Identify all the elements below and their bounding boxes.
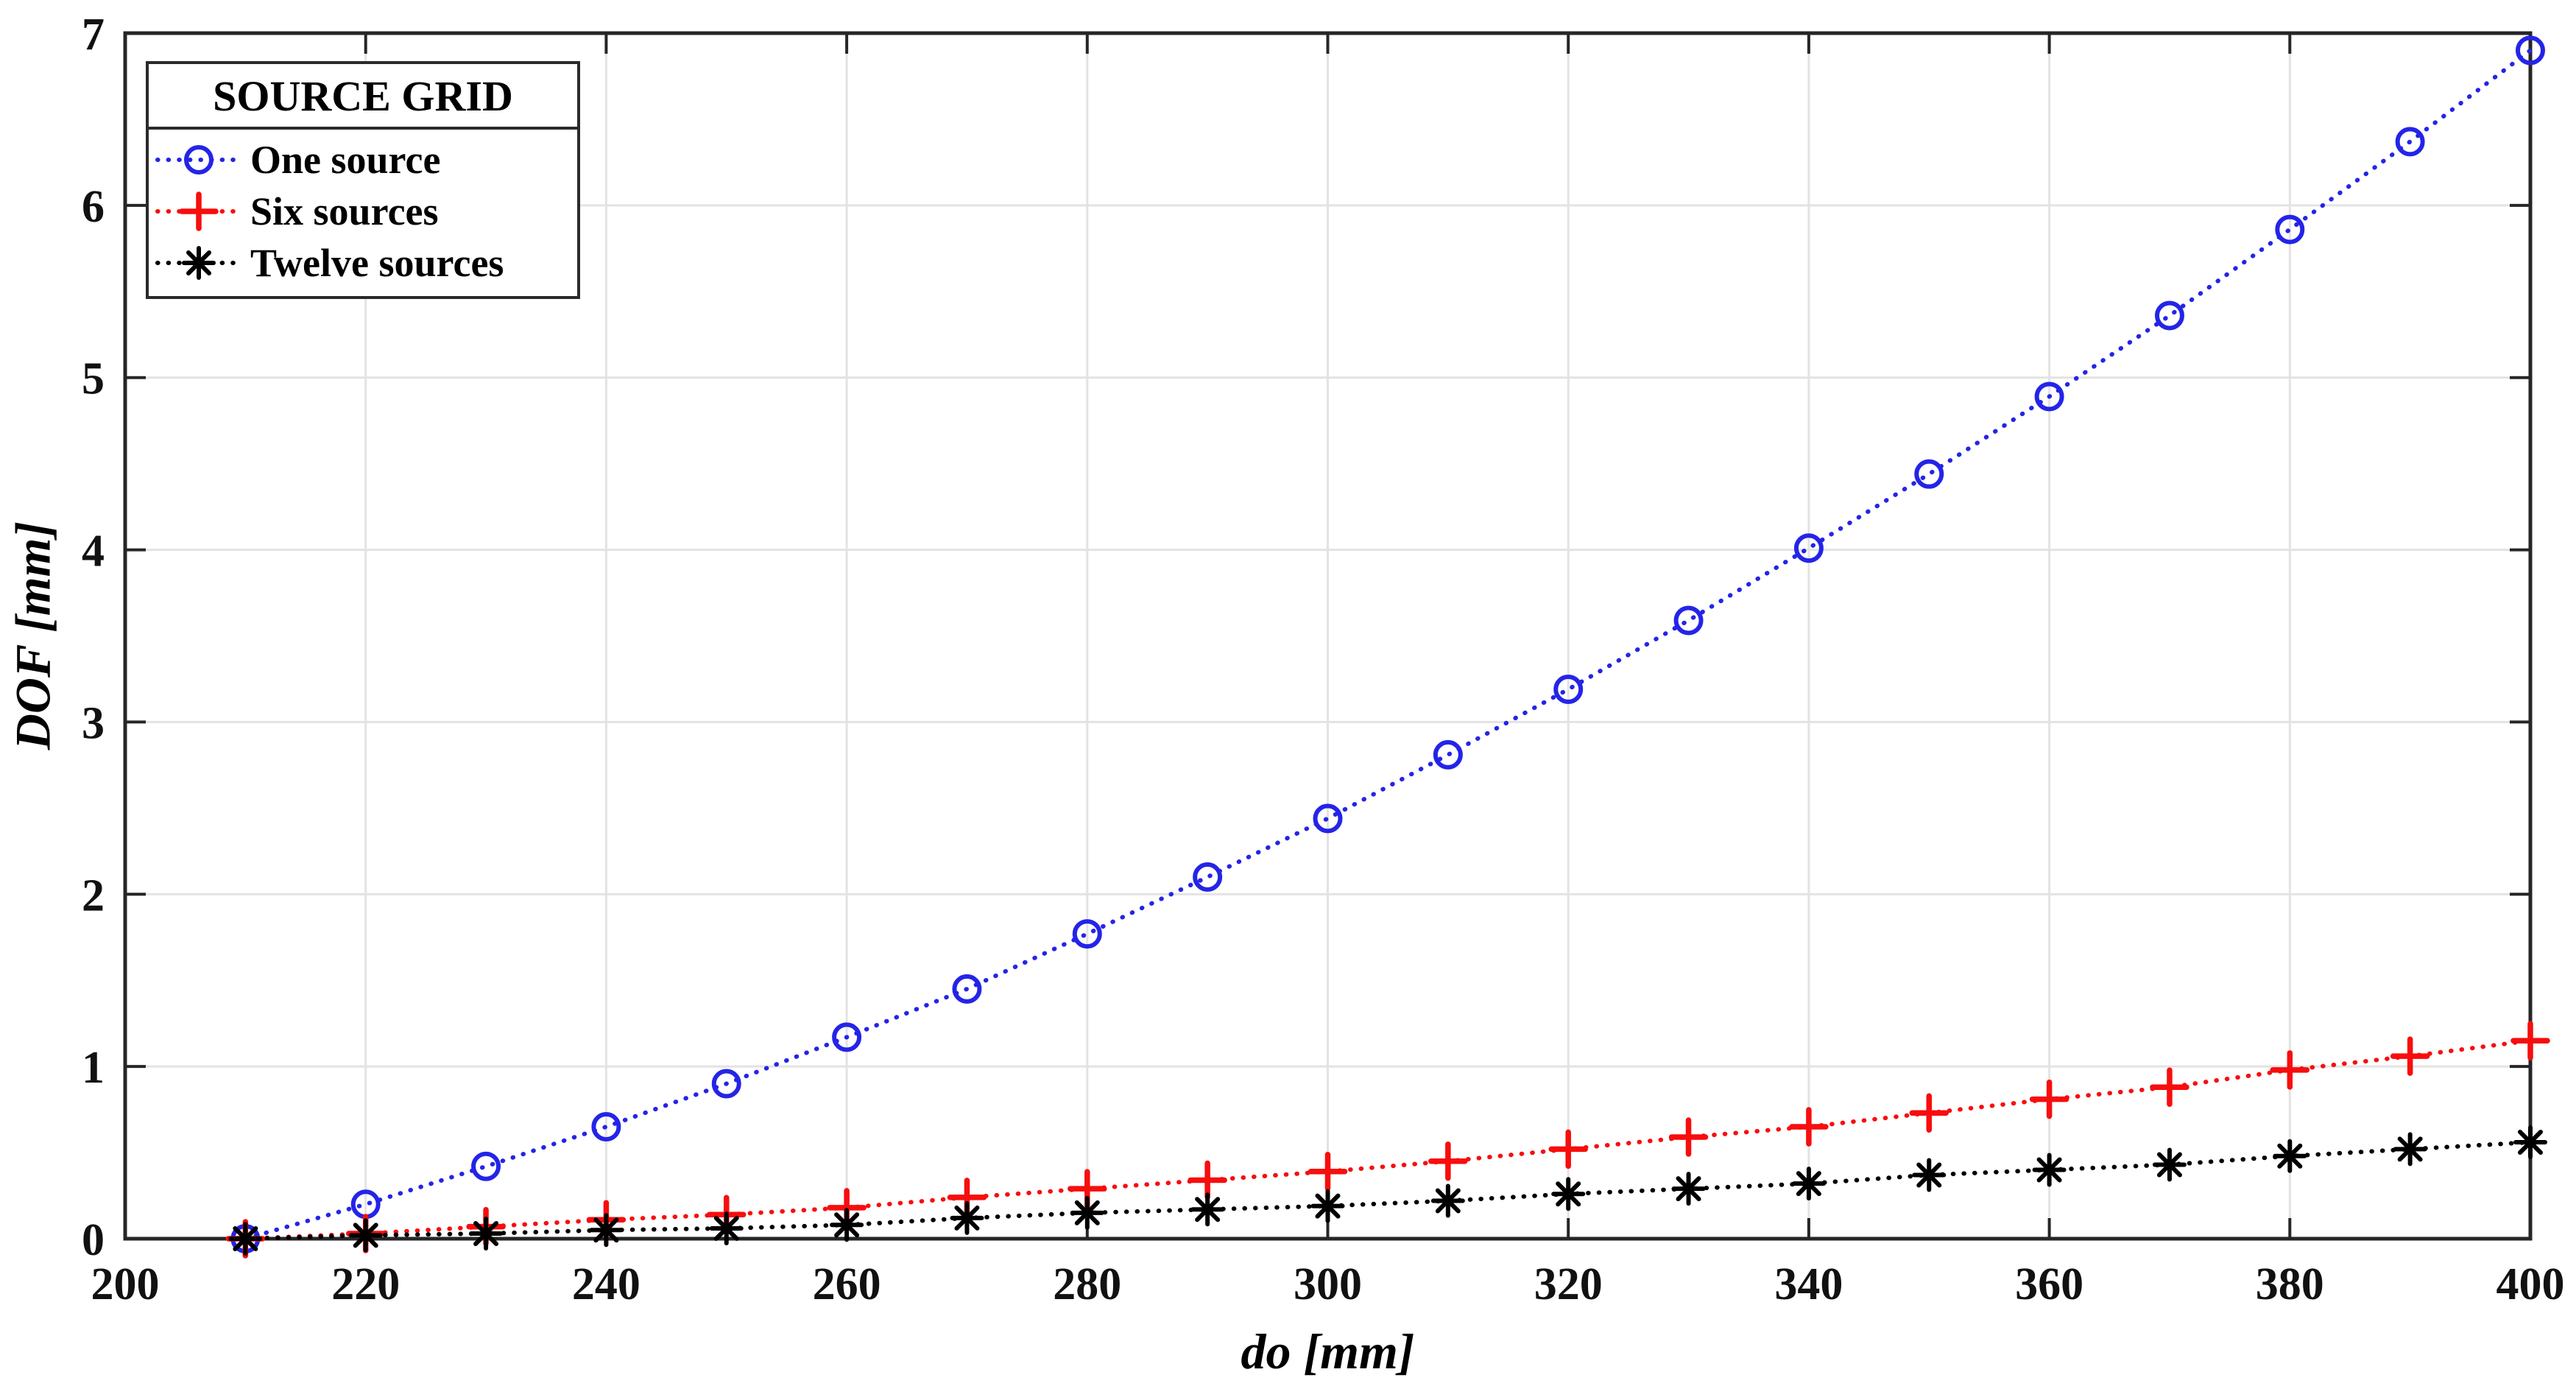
data-point-plus-marker <box>1308 1152 1348 1192</box>
data-point-asterisk-marker <box>348 1218 383 1253</box>
data-point-plus-marker <box>1548 1129 1588 1169</box>
data-point-plus-marker <box>1668 1117 1709 1157</box>
data-point-plus-marker <box>1428 1141 1468 1181</box>
x-tick-label: 400 <box>2496 1259 2565 1309</box>
series-line-twelve-sources <box>243 1140 2533 1241</box>
data-point-circle-marker <box>1072 919 1102 949</box>
x-tick-label: 300 <box>1294 1259 1362 1309</box>
series-line-one-source <box>243 48 2533 1241</box>
legend-entries: One source Six sources Twelve sources <box>149 130 577 296</box>
data-point-circle-marker <box>832 1022 862 1052</box>
data-point-circle-marker <box>2154 300 2184 331</box>
y-tick-label: 3 <box>82 698 105 748</box>
data-point-circle-marker <box>1553 674 1584 704</box>
data-point-asterisk-marker <box>469 1216 504 1250</box>
data-point-plus-marker <box>2390 1036 2430 1076</box>
data-point-plus-marker <box>1789 1107 1829 1147</box>
data-point-plus-marker <box>1909 1093 1949 1133</box>
one-source-line-marker-icon <box>155 136 243 183</box>
x-tick-label: 220 <box>331 1259 400 1309</box>
data-point-asterisk-marker <box>1430 1183 1465 1218</box>
series-six-sources <box>225 1021 2550 1259</box>
data-point-asterisk-marker <box>228 1222 263 1256</box>
legend-entry-six-sources: Six sources <box>155 186 577 237</box>
data-point-asterisk-marker <box>830 1208 864 1242</box>
data-point-asterisk-marker <box>2152 1147 2187 1182</box>
data-point-circle-marker <box>711 1069 741 1099</box>
data-point-circle-marker <box>1313 803 1343 834</box>
data-point-circle-marker <box>1793 533 1824 563</box>
data-point-asterisk-marker <box>1190 1192 1225 1227</box>
y-tick-label: 7 <box>82 10 105 60</box>
y-tick-label: 6 <box>82 182 105 232</box>
legend-marker-glyph <box>155 246 242 280</box>
data-point-asterisk-marker <box>2032 1153 2067 1187</box>
data-point-asterisk-marker <box>950 1200 984 1235</box>
data-point-circle-marker <box>2034 381 2064 412</box>
y-tick-label: 0 <box>82 1215 105 1265</box>
data-point-circle-marker <box>952 974 982 1004</box>
twelve-sources-line-marker-icon <box>155 239 243 286</box>
x-tick-label: 380 <box>2256 1259 2324 1309</box>
series-line-six-sources <box>243 1038 2533 1241</box>
series-twelve-sources <box>228 1125 2547 1256</box>
data-point-circle-marker <box>1914 459 1944 489</box>
data-point-asterisk-marker <box>1310 1189 1345 1223</box>
legend-entry-label: Six sources <box>250 189 439 233</box>
data-point-circle-marker <box>1673 605 1704 636</box>
data-point-plus-marker <box>2150 1067 2189 1107</box>
y-tick-label: 5 <box>82 354 105 404</box>
data-point-asterisk-marker <box>1671 1172 1706 1206</box>
data-point-asterisk-marker <box>2273 1139 2307 1173</box>
legend-entry-label: Twelve sources <box>250 241 504 285</box>
x-tick-label: 200 <box>91 1259 160 1309</box>
data-point-asterisk-marker <box>1070 1195 1104 1230</box>
data-point-asterisk-marker <box>1791 1167 1826 1201</box>
data-point-circle-marker <box>591 1111 621 1141</box>
y-axis-label: DOF [mm] <box>4 521 61 750</box>
data-point-asterisk-marker <box>2393 1132 2427 1167</box>
data-point-asterisk-marker <box>589 1213 624 1248</box>
data-point-asterisk-marker <box>2513 1125 2547 1160</box>
legend-marker-glyph <box>155 191 242 231</box>
y-tick-label: 2 <box>82 870 105 921</box>
data-point-plus-marker <box>2270 1050 2310 1090</box>
y-tick-label: 4 <box>82 527 105 577</box>
data-point-circle-marker <box>2275 214 2305 245</box>
data-point-circle-marker <box>2395 127 2425 157</box>
data-point-asterisk-marker <box>1912 1158 1947 1192</box>
legend-entry-one-source: One source <box>155 134 577 186</box>
legend-entry-label: One source <box>250 138 441 182</box>
legend-marker-glyph <box>155 145 242 175</box>
data-point-asterisk-marker <box>709 1211 744 1245</box>
x-tick-label: 240 <box>572 1259 641 1309</box>
x-tick-label: 340 <box>1774 1259 1843 1309</box>
six-sources-line-marker-icon <box>155 188 243 235</box>
x-tick-label: 320 <box>1534 1259 1603 1309</box>
x-tick-label: 260 <box>813 1259 881 1309</box>
data-point-circle-marker <box>471 1151 501 1181</box>
legend-title: SOURCE GRID <box>149 64 577 130</box>
series-one-source <box>230 35 2545 1253</box>
data-point-circle-marker <box>2516 35 2545 66</box>
data-point-asterisk-marker <box>1551 1177 1586 1211</box>
y-tick-label: 1 <box>82 1043 105 1093</box>
data-point-circle-marker <box>1433 739 1463 770</box>
x-axis-label: do [mm] <box>1241 1323 1415 1379</box>
legend: SOURCE GRID One source Six sources Twelv… <box>146 61 580 299</box>
x-tick-label: 360 <box>2015 1259 2083 1309</box>
data-point-circle-marker <box>1193 862 1223 892</box>
data-point-plus-marker <box>2510 1021 2550 1060</box>
data-point-plus-marker <box>2029 1079 2069 1119</box>
x-tick-label: 280 <box>1053 1259 1121 1309</box>
legend-entry-twelve-sources: Twelve sources <box>155 237 577 289</box>
data-point-plus-marker <box>1188 1160 1227 1200</box>
